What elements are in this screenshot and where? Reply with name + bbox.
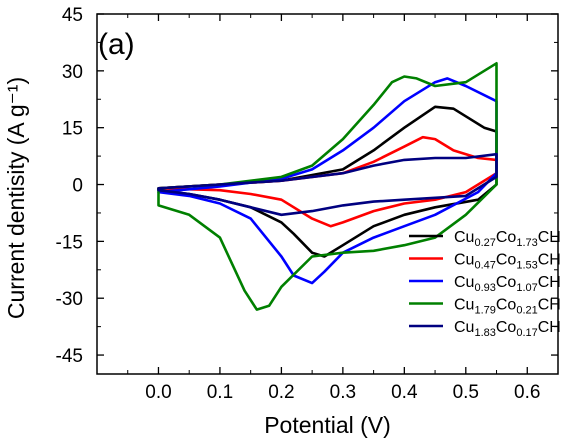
- legend-text-part: Cu: [454, 297, 474, 314]
- legend-text-part: Co: [496, 229, 517, 246]
- y-axis-title: Current dentisity (A g⁻¹): [3, 77, 29, 319]
- series-curve-1: [157, 105, 498, 258]
- series-curve-5: [157, 152, 498, 217]
- legend-label: Cu0.47Co1.53CH: [454, 252, 561, 272]
- y-tick-label: 30: [62, 62, 83, 83]
- legend-text-part: Co: [496, 319, 517, 336]
- legend-subscript: 1.79: [474, 305, 495, 317]
- legend-label: Cu0.93Co1.07CH: [454, 274, 561, 294]
- legend-text-part: Cu: [454, 229, 474, 246]
- y-tick-label: 15: [62, 119, 83, 140]
- legend-text-part: CH: [538, 229, 561, 246]
- x-tick-label: 0.6: [514, 382, 540, 403]
- x-axis: 0.0 0.1 0.2 0.3 0.4 0.5 0.6: [127, 14, 559, 403]
- legend-subscript: 0.27: [474, 237, 495, 249]
- series-curve-4: [157, 61, 498, 311]
- legend-text-part: Co: [496, 252, 517, 269]
- x-tick-label: 0.5: [453, 382, 479, 403]
- x-tick-label: 0.0: [145, 382, 171, 403]
- x-tick-label: 0.3: [330, 382, 356, 403]
- legend-text-part: CH: [538, 297, 561, 314]
- legend-text-part: Co: [496, 274, 517, 291]
- legend-label: Cu0.27Co1.73CH: [454, 229, 561, 249]
- legend-subscript: 1.07: [516, 282, 537, 294]
- legend-text-part: Cu: [454, 319, 474, 336]
- legend-subscript: 0.93: [474, 282, 495, 294]
- legend-text-part: Cu: [454, 252, 474, 269]
- legend: Cu0.27Co1.73CHCu0.47Co1.53CHCu0.93Co1.07…: [409, 229, 561, 339]
- plot-frame: [96, 13, 559, 375]
- legend-label: Cu1.79Co0.21CH: [454, 297, 561, 317]
- legend-label: Cu1.83Co0.17CH: [454, 319, 561, 339]
- legend-text-part: CH: [538, 252, 561, 269]
- series-curve-2: [157, 135, 498, 228]
- series-curve-3: [157, 77, 498, 285]
- y-tick-label: -45: [56, 346, 83, 367]
- legend-subscript: 1.73: [516, 237, 537, 249]
- y-tick-label: 0: [72, 176, 83, 197]
- series-layer: [157, 61, 498, 311]
- legend-text-part: CH: [538, 319, 561, 336]
- y-tick-label: -15: [56, 232, 83, 253]
- y-tick-label: 45: [62, 5, 83, 26]
- panel-label: (a): [98, 28, 135, 61]
- legend-subscript: 0.47: [474, 260, 495, 272]
- x-tick-label: 0.4: [391, 382, 418, 403]
- legend-text-part: CH: [538, 274, 561, 291]
- legend-subscript: 0.21: [516, 305, 537, 317]
- legend-text-part: Co: [496, 297, 517, 314]
- x-tick-label: 0.1: [207, 382, 233, 403]
- y-axis: 45 30 15 0 -15 -30 -45: [56, 5, 558, 367]
- x-tick-label: 0.2: [268, 382, 294, 403]
- legend-text-part: Cu: [454, 274, 474, 291]
- legend-subscript: 1.53: [516, 260, 537, 272]
- legend-subscript: 1.83: [474, 327, 495, 339]
- x-axis-title: Potential (V): [264, 412, 391, 438]
- y-tick-label: -30: [56, 289, 83, 310]
- legend-subscript: 0.17: [516, 327, 537, 339]
